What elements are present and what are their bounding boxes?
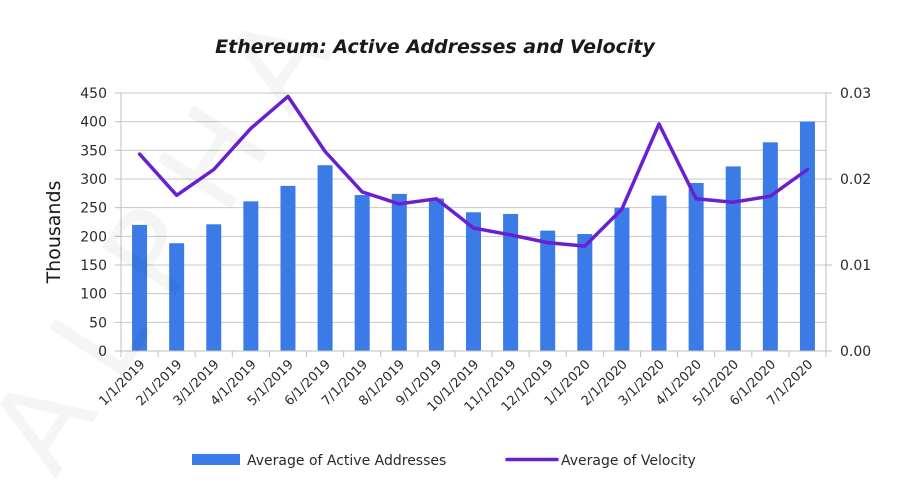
bar <box>280 185 296 351</box>
velocity-line <box>137 94 810 248</box>
bar <box>169 243 185 351</box>
y2-tick-label: 0.00 <box>840 344 871 360</box>
bar <box>243 201 259 351</box>
bar <box>651 195 667 351</box>
y-axis-right-ticks: 0.00 0.01 0.02 0.03 <box>826 86 871 360</box>
bar <box>354 195 370 351</box>
y-tick-label: 450 <box>80 86 107 102</box>
y-tick-label: 100 <box>80 287 107 303</box>
legend-swatch-active-addresses <box>192 454 240 465</box>
y-tick-label: 250 <box>80 201 107 217</box>
y-tick-label: 50 <box>89 315 107 331</box>
y2-tick-label: 0.02 <box>840 172 871 188</box>
y-tick-label: 350 <box>80 143 107 159</box>
bar <box>466 212 481 351</box>
line-series <box>137 94 810 248</box>
bar <box>614 207 630 351</box>
axes <box>120 93 827 352</box>
y-tick-label: 200 <box>80 229 107 245</box>
bar <box>540 230 556 351</box>
chart-title: Ethereum: Active Addresses and Velocity <box>215 36 656 58</box>
y-tick-label: 0 <box>98 344 107 360</box>
y2-tick-label: 0.03 <box>840 86 871 102</box>
y2-tick-label: 0.01 <box>840 258 871 274</box>
bar <box>725 166 741 351</box>
bar <box>577 234 593 351</box>
bar <box>799 121 815 352</box>
bar-series <box>132 121 815 352</box>
bar <box>132 224 148 351</box>
bar <box>206 224 222 351</box>
bar <box>391 193 407 351</box>
bar <box>317 165 333 351</box>
legend: Average of Active Addresses Average of V… <box>192 453 696 469</box>
bar <box>762 142 778 351</box>
legend-label-velocity: Average of Velocity <box>561 453 696 469</box>
y-tick-label: 150 <box>80 258 107 274</box>
legend-label-active-addresses: Average of Active Addresses <box>247 453 446 469</box>
bar <box>503 213 519 351</box>
y-axis-left-ticks: 0 50 100 150 200 250 300 350 400 450 <box>80 86 121 360</box>
bar <box>428 198 444 351</box>
y-axis-label: Thousands <box>43 181 65 285</box>
bar <box>688 183 704 351</box>
x-axis-ticks: 1/1/20192/1/20193/1/20194/1/20195/1/2019… <box>96 351 827 415</box>
y-tick-label: 300 <box>80 172 107 188</box>
y-tick-label: 400 <box>80 115 107 131</box>
